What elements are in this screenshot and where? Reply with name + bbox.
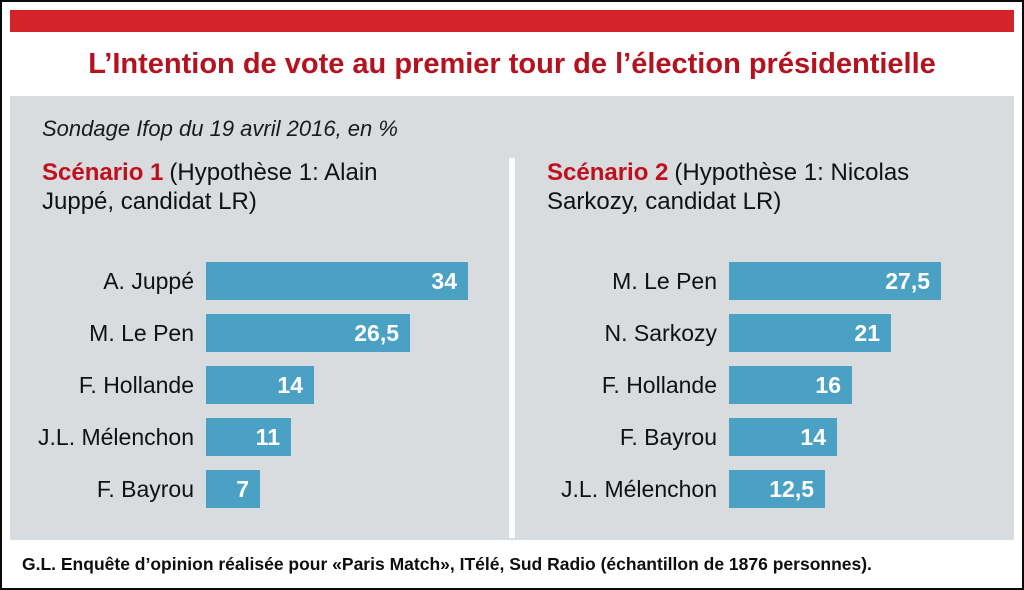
top-red-strip <box>10 10 1014 32</box>
scenario-columns: Scénario 1 (Hypothèse 1: Alain Juppé, can… <box>10 158 1014 538</box>
bar: 7 <box>206 470 260 508</box>
bar-value: 27,5 <box>885 267 930 294</box>
bar-row: F. Bayrou 14 <box>515 418 1004 456</box>
bar-label: M. Le Pen <box>612 267 717 294</box>
scenario-2-subtitle: (Hypothèse 1: Nicolas Sarkozy, candidat … <box>547 159 910 216</box>
bar: 26,5 <box>206 314 410 352</box>
bar: 12,5 <box>729 470 825 508</box>
bar: 34 <box>206 262 468 300</box>
bar-row: A. Juppé 34 <box>10 262 499 300</box>
scenario-1-heading: Scénario 1 (Hypothèse 1: Alain Juppé, can… <box>10 158 440 220</box>
scenario-1-title: Scénario 1 <box>42 159 164 186</box>
bar-value: 7 <box>236 475 249 502</box>
bar-label: F. Hollande <box>78 371 194 398</box>
column-divider <box>509 158 515 538</box>
bar-label: M. Le Pen <box>89 319 194 346</box>
bar-value: 21 <box>854 319 880 346</box>
bar-label: J.L. Mélenchon <box>561 475 717 502</box>
bar-label: F. Bayrou <box>619 423 717 450</box>
source-note: G.L. Enquête d’opinion réalisée pour «Pa… <box>10 540 1014 588</box>
bar-value: 26,5 <box>354 319 399 346</box>
bar-label: F. Bayrou <box>96 475 194 502</box>
bar-value: 14 <box>800 423 826 450</box>
bar-row: F. Hollande 16 <box>515 366 1004 404</box>
bar-label: A. Juppé <box>103 267 194 294</box>
bar-row: M. Le Pen 26,5 <box>10 314 499 352</box>
scenario-2-heading: Scénario 2 (Hypothèse 1: Nicolas Sarkozy,… <box>515 158 945 220</box>
scenario-1-column: Scénario 1 (Hypothèse 1: Alain Juppé, can… <box>10 158 509 538</box>
title-band: L’Intention de vote au premier tour de l… <box>10 32 1014 96</box>
page-title: L’Intention de vote au premier tour de l… <box>88 47 936 80</box>
survey-subtitle: Sondage Ifop du 19 avril 2016, en % <box>42 116 398 141</box>
bar-value: 14 <box>277 371 303 398</box>
bar-value: 12,5 <box>769 475 814 502</box>
bar: 21 <box>729 314 891 352</box>
bar-row: J.L. Mélenchon 11 <box>10 418 499 456</box>
bar-label: F. Hollande <box>601 371 717 398</box>
scenario-1-subtitle: (Hypothèse 1: Alain Juppé, candidat LR) <box>42 159 378 216</box>
bar-row: J.L. Mélenchon 12,5 <box>515 470 1004 508</box>
chart-panel: Sondage Ifop du 19 avril 2016, en % Scén… <box>10 96 1014 540</box>
bar-value: 11 <box>255 423 280 450</box>
bar: 11 <box>206 418 291 456</box>
bar-row: F. Hollande 14 <box>10 366 499 404</box>
bar-label: J.L. Mélenchon <box>38 423 194 450</box>
bar-row: N. Sarkozy 21 <box>515 314 1004 352</box>
bar: 14 <box>729 418 837 456</box>
scenario-1-bars: A. Juppé 34 M. Le Pen 26,5 F. Hollande 14 J.L.… <box>10 262 499 508</box>
scenario-2-column: Scénario 2 (Hypothèse 1: Nicolas Sarkozy,… <box>515 158 1014 538</box>
bar-value: 16 <box>815 371 841 398</box>
scenario-2-bars: M. Le Pen 27,5 N. Sarkozy 21 F. Hollande 16 F.… <box>515 262 1004 508</box>
bar-label: N. Sarkozy <box>604 319 717 346</box>
bar-value: 34 <box>431 267 457 294</box>
bar: 27,5 <box>729 262 941 300</box>
scenario-2-title: Scénario 2 <box>547 159 669 186</box>
bar: 14 <box>206 366 314 404</box>
bar-row: F. Bayrou 7 <box>10 470 499 508</box>
bar-row: M. Le Pen 27,5 <box>515 262 1004 300</box>
bar: 16 <box>729 366 852 404</box>
